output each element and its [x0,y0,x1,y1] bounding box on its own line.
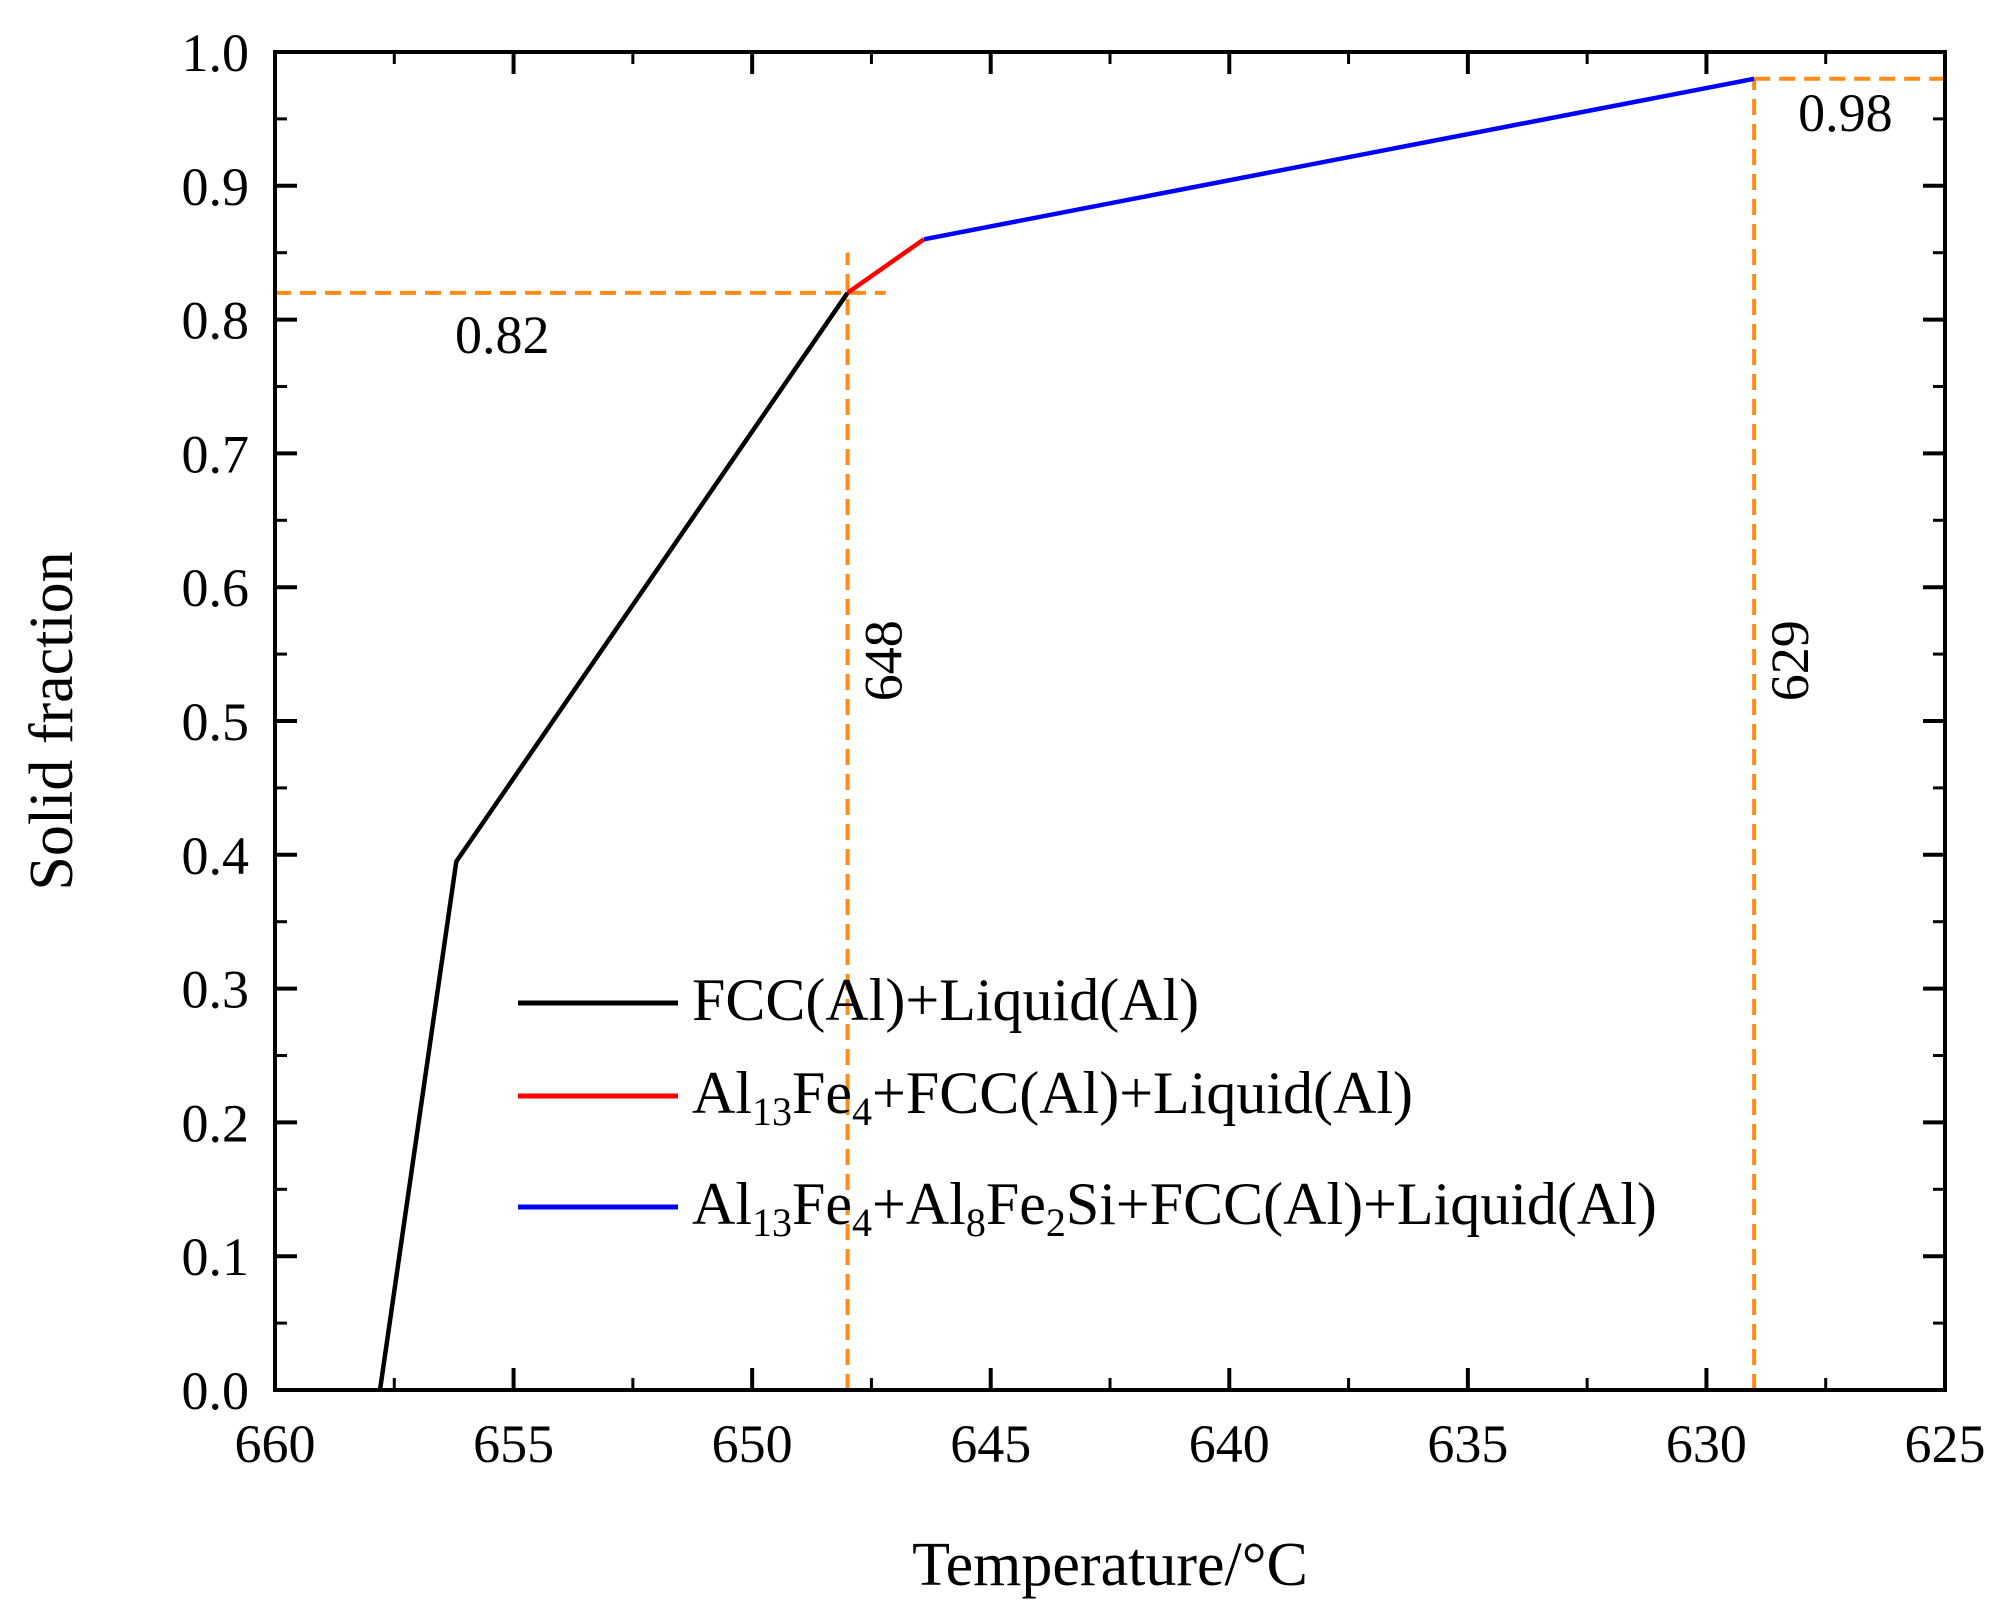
x-tick-label: 640 [1189,1414,1270,1474]
x-tick-label: 660 [235,1414,316,1474]
reference-lines [275,76,1945,1390]
anno-label-098: 0.98 [1798,83,1893,143]
x-tick-label: 645 [950,1414,1031,1474]
legend-label-1: FCC(Al)+Liquid(Al) [692,967,1199,1033]
data-series [377,76,1755,1391]
x-axis-title: Temperature/°C [912,1531,1308,1599]
y-tick-label: 0.4 [182,826,250,886]
legend-label-2: Al13Fe4+FCC(Al)+Liquid(Al) [692,1060,1413,1134]
axes [273,50,1947,1392]
y-tick-label: 0.5 [182,692,250,752]
y-tick-label: 1.0 [182,23,250,83]
x-tick-label: 655 [473,1414,554,1474]
y-tick-label: 0.0 [182,1361,250,1421]
series-line-3 [923,76,1755,242]
y-tick-label: 0.9 [182,157,250,217]
tick-labels: 660 655 650 645 640 635 630 625 0.0 0.1 0.2 0.3 0.4 0… [182,23,1986,1474]
x-tick-label: 630 [1666,1414,1747,1474]
y-tick-label: 0.8 [182,291,250,351]
x-tick-label: 635 [1427,1414,1508,1474]
y-tick-label: 0.1 [182,1227,250,1287]
legend: FCC(Al)+Liquid(Al) Al13Fe4+FCC(Al)+Liquid… [518,967,1657,1245]
series-line-1 [377,291,850,1391]
y-tick-label: 0.3 [182,960,250,1020]
annotations: 0.82 0.98 648 629 [455,83,1893,702]
legend-label-3: Al13Fe4+Al8Fe2Si+FCC(Al)+Liquid(Al) [692,1171,1657,1245]
y-tick-label: 0.7 [182,424,250,484]
y-axis-title: Solid fraction [18,551,86,890]
series-line-2 [846,237,926,295]
anno-label-082: 0.82 [455,305,550,365]
y-tick-label: 0.2 [182,1093,250,1153]
anno-label-648: 648 [854,620,914,701]
anno-label-629: 629 [1760,620,1820,701]
y-tick-label: 0.6 [182,558,250,618]
x-tick-label: 650 [712,1414,793,1474]
x-tick-label: 625 [1905,1414,1986,1474]
